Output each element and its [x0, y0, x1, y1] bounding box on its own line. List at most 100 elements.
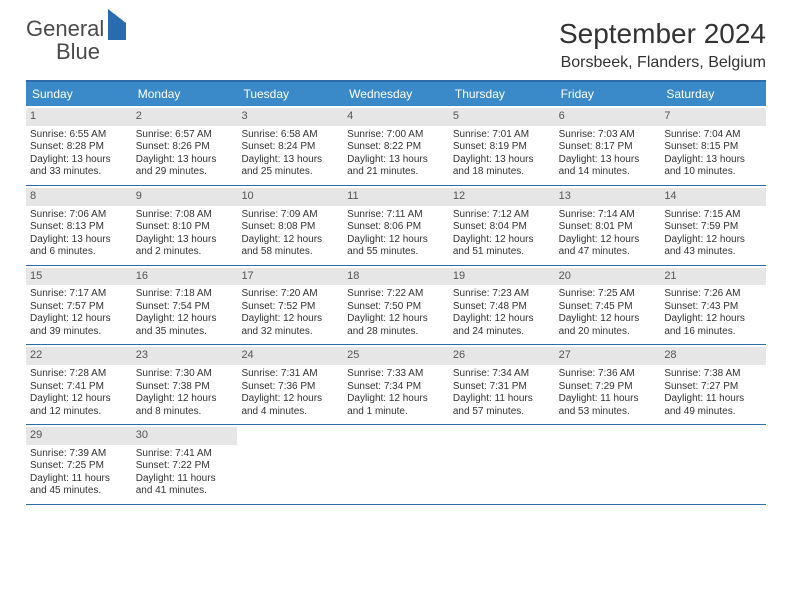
day-cell	[343, 425, 449, 504]
title-block: September 2024 Borsbeek, Flanders, Belgi…	[559, 18, 766, 72]
sunset-text: Sunset: 7:29 PM	[559, 381, 657, 394]
daylight-text: and 16 minutes.	[664, 326, 762, 339]
sunset-text: Sunset: 7:22 PM	[136, 460, 234, 473]
daylight-text: Daylight: 12 hours	[664, 313, 762, 326]
sunrise-text: Sunrise: 7:06 AM	[30, 209, 128, 222]
sunrise-text: Sunrise: 7:26 AM	[664, 288, 762, 301]
day-cell	[555, 425, 661, 504]
daylight-text: Daylight: 13 hours	[347, 154, 445, 167]
day-number: 30	[132, 427, 238, 445]
day-cell: 28Sunrise: 7:38 AMSunset: 7:27 PMDayligh…	[660, 345, 766, 424]
daylight-text: Daylight: 13 hours	[30, 154, 128, 167]
day-number: 12	[449, 188, 555, 206]
sunrise-text: Sunrise: 7:03 AM	[559, 129, 657, 142]
dow-header: Sunday	[26, 82, 132, 106]
day-cell: 29Sunrise: 7:39 AMSunset: 7:25 PMDayligh…	[26, 425, 132, 504]
daylight-text: Daylight: 12 hours	[347, 393, 445, 406]
sunset-text: Sunset: 7:45 PM	[559, 301, 657, 314]
logo-text-general: General	[26, 16, 104, 41]
day-number: 24	[237, 347, 343, 365]
sunrise-text: Sunrise: 7:01 AM	[453, 129, 551, 142]
day-number: 9	[132, 188, 238, 206]
daylight-text: and 25 minutes.	[241, 166, 339, 179]
sunrise-text: Sunrise: 7:15 AM	[664, 209, 762, 222]
sunset-text: Sunset: 7:41 PM	[30, 381, 128, 394]
daylight-text: Daylight: 12 hours	[559, 313, 657, 326]
sunset-text: Sunset: 7:57 PM	[30, 301, 128, 314]
daylight-text: Daylight: 12 hours	[136, 393, 234, 406]
daylight-text: and 45 minutes.	[30, 485, 128, 498]
day-cell: 1 Sunrise: 6:55 AMSunset: 8:28 PMDaylight…	[26, 106, 132, 185]
day-number: 22	[26, 347, 132, 365]
day-number: 11	[343, 188, 449, 206]
daylight-text: Daylight: 12 hours	[453, 313, 551, 326]
sunrise-text: Sunrise: 6:58 AM	[241, 129, 339, 142]
day-number: 2	[132, 108, 238, 126]
sunset-text: Sunset: 8:06 PM	[347, 221, 445, 234]
sunrise-text: Sunrise: 7:18 AM	[136, 288, 234, 301]
sunrise-text: Sunrise: 7:36 AM	[559, 368, 657, 381]
daylight-text: and 49 minutes.	[664, 406, 762, 419]
day-cell: 3Sunrise: 6:58 AMSunset: 8:24 PMDaylight…	[237, 106, 343, 185]
sunrise-text: Sunrise: 7:00 AM	[347, 129, 445, 142]
page-subtitle: Borsbeek, Flanders, Belgium	[559, 54, 766, 72]
daylight-text: and 53 minutes.	[559, 406, 657, 419]
sunrise-text: Sunrise: 7:30 AM	[136, 368, 234, 381]
day-cell: 30Sunrise: 7:41 AMSunset: 7:22 PMDayligh…	[132, 425, 238, 504]
sunset-text: Sunset: 8:17 PM	[559, 141, 657, 154]
day-cell: 12Sunrise: 7:12 AMSunset: 8:04 PMDayligh…	[449, 186, 555, 265]
dow-header: Wednesday	[343, 82, 449, 106]
day-cell: 23Sunrise: 7:30 AMSunset: 7:38 PMDayligh…	[132, 345, 238, 424]
day-number: 21	[660, 268, 766, 286]
daylight-text: and 39 minutes.	[30, 326, 128, 339]
sunset-text: Sunset: 8:19 PM	[453, 141, 551, 154]
sunrise-text: Sunrise: 7:14 AM	[559, 209, 657, 222]
daylight-text: Daylight: 13 hours	[453, 154, 551, 167]
daylight-text: and 35 minutes.	[136, 326, 234, 339]
daylight-text: and 21 minutes.	[347, 166, 445, 179]
week-row: 8Sunrise: 7:06 AMSunset: 8:13 PMDaylight…	[26, 186, 766, 266]
day-number: 18	[343, 268, 449, 286]
day-cell: 9Sunrise: 7:08 AMSunset: 8:10 PMDaylight…	[132, 186, 238, 265]
daylight-text: Daylight: 12 hours	[136, 313, 234, 326]
sunset-text: Sunset: 7:43 PM	[664, 301, 762, 314]
sunrise-text: Sunrise: 7:11 AM	[347, 209, 445, 222]
daylight-text: and 43 minutes.	[664, 246, 762, 259]
sunrise-text: Sunrise: 7:25 AM	[559, 288, 657, 301]
logo-text-blue: Blue	[56, 39, 100, 64]
daylight-text: Daylight: 12 hours	[241, 393, 339, 406]
week-row: 22Sunrise: 7:28 AMSunset: 7:41 PMDayligh…	[26, 345, 766, 425]
daylight-text: Daylight: 13 hours	[136, 234, 234, 247]
daylight-text: Daylight: 13 hours	[664, 154, 762, 167]
sunset-text: Sunset: 8:13 PM	[30, 221, 128, 234]
day-number: 19	[449, 268, 555, 286]
day-number: 1	[26, 108, 132, 126]
day-cell: 7Sunrise: 7:04 AMSunset: 8:15 PMDaylight…	[660, 106, 766, 185]
daylight-text: and 51 minutes.	[453, 246, 551, 259]
day-number: 17	[237, 268, 343, 286]
daylight-text: Daylight: 11 hours	[136, 473, 234, 486]
sunrise-text: Sunrise: 7:09 AM	[241, 209, 339, 222]
daylight-text: Daylight: 11 hours	[453, 393, 551, 406]
day-number: 28	[660, 347, 766, 365]
daylight-text: and 47 minutes.	[559, 246, 657, 259]
daylight-text: Daylight: 12 hours	[453, 234, 551, 247]
calendar: SundayMondayTuesdayWednesdayThursdayFrid…	[26, 80, 766, 505]
sunset-text: Sunset: 8:08 PM	[241, 221, 339, 234]
sunset-text: Sunset: 8:28 PM	[30, 141, 128, 154]
sunrise-text: Sunrise: 7:31 AM	[241, 368, 339, 381]
sunset-text: Sunset: 7:59 PM	[664, 221, 762, 234]
day-cell: 13Sunrise: 7:14 AMSunset: 8:01 PMDayligh…	[555, 186, 661, 265]
sunrise-text: Sunrise: 7:39 AM	[30, 448, 128, 461]
sunset-text: Sunset: 7:34 PM	[347, 381, 445, 394]
week-row: 15Sunrise: 7:17 AMSunset: 7:57 PMDayligh…	[26, 266, 766, 346]
daylight-text: and 10 minutes.	[664, 166, 762, 179]
day-number: 4	[343, 108, 449, 126]
dow-header: Saturday	[660, 82, 766, 106]
daylight-text: and 14 minutes.	[559, 166, 657, 179]
day-number: 26	[449, 347, 555, 365]
daylight-text: Daylight: 12 hours	[347, 313, 445, 326]
sunset-text: Sunset: 7:31 PM	[453, 381, 551, 394]
sunrise-text: Sunrise: 7:33 AM	[347, 368, 445, 381]
sunrise-text: Sunrise: 6:55 AM	[30, 129, 128, 142]
